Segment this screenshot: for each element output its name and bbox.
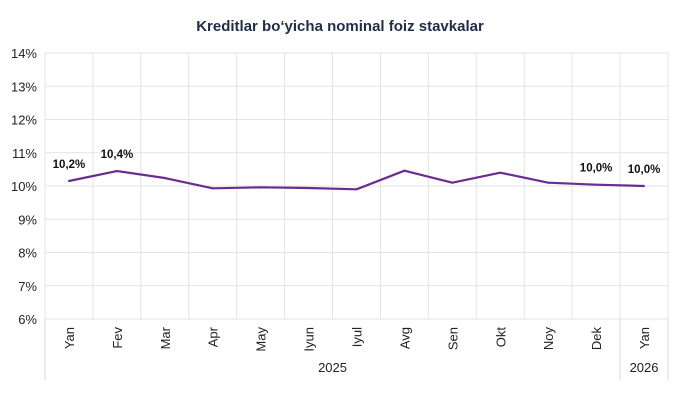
x-tick-label: Noy	[541, 327, 556, 351]
x-tick-label: Sen	[445, 327, 460, 350]
y-tick-label: 10%	[11, 179, 37, 194]
y-tick-label: 6%	[18, 312, 37, 327]
data-label: 10,0%	[628, 164, 661, 176]
x-tick-label: Dek	[589, 327, 604, 351]
x-tick-label: Yan	[62, 327, 77, 349]
data-point	[403, 169, 406, 172]
y-tick-label: 7%	[18, 279, 37, 294]
y-tick-label: 9%	[18, 212, 37, 227]
data-label: 10,2%	[53, 159, 86, 171]
x-tick-label: Okt	[493, 327, 508, 348]
data-point	[595, 183, 598, 186]
series-line	[68, 169, 645, 191]
data-label: 10,4%	[101, 149, 134, 161]
y-tick-label: 11%	[12, 146, 37, 161]
year-label: 2026	[630, 360, 659, 375]
x-tick-label: Mar	[158, 326, 173, 349]
data-point	[547, 181, 550, 184]
data-point	[259, 186, 262, 189]
data-point	[643, 185, 646, 187]
x-tick-label: Iyul	[350, 327, 365, 347]
y-tick-label: 14%	[11, 46, 37, 61]
y-tick-label: 13%	[11, 79, 37, 94]
data-point	[67, 180, 70, 183]
data-point	[307, 186, 310, 189]
y-tick-label: 12%	[11, 113, 37, 128]
data-point	[451, 181, 454, 184]
x-tick-label: Iyun	[302, 327, 317, 352]
data-point	[115, 170, 118, 173]
data-label: 10,0%	[580, 163, 613, 175]
data-point	[211, 187, 214, 190]
year-label: 2025	[318, 360, 347, 375]
data-point	[499, 171, 502, 174]
x-tick-label: May	[254, 327, 269, 352]
data-point	[355, 188, 358, 191]
y-tick-label: 8%	[18, 246, 37, 261]
x-tick-label: Apr	[206, 326, 221, 347]
chart-title: Kreditlar bo‘yicha nominal foiz stavkala…	[196, 18, 484, 35]
x-tick-label: Fev	[110, 327, 125, 349]
x-tick-label: Yan	[637, 327, 652, 349]
x-tick-label: Avg	[397, 327, 412, 349]
data-point	[163, 177, 166, 180]
